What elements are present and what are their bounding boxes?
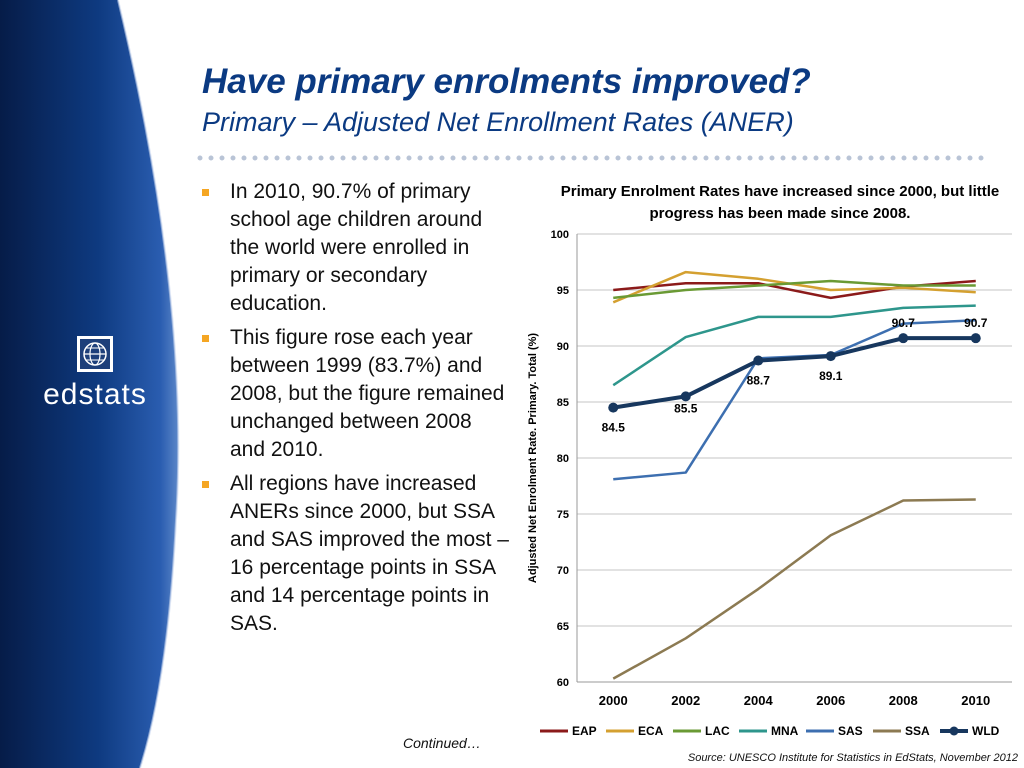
bullet-list: In 2010, 90.7% of primary school age chi… [200,178,512,644]
globe-icon [77,336,113,372]
x-tick-label: 2000 [599,693,628,708]
data-label: 84.5 [602,421,626,435]
y-tick-label: 100 [551,229,569,241]
x-tick-label: 2006 [816,693,845,708]
bullet-item: This figure rose each year between 1999 … [200,324,512,464]
bullet-text: This figure rose each year between 1999 … [230,326,505,461]
data-point [898,333,909,344]
legend-label: ECA [638,724,664,738]
legend-marker [949,726,959,736]
bullet-marker [202,335,209,342]
y-tick-label: 95 [557,285,569,297]
y-tick-label: 90 [557,341,569,353]
bullet-text: All regions have increased ANERs since 2… [230,472,509,635]
sidebar-background [0,0,180,768]
y-tick-label: 85 [557,397,569,409]
chart-title: Primary Enrolment Rates have increased s… [560,183,1000,222]
data-point [970,333,981,344]
legend-label: MNA [771,724,799,738]
data-label: 90.7 [892,316,916,330]
data-point [608,402,619,413]
slide-title: Have primary enrolments improved? [202,62,811,101]
data-label: 89.1 [819,369,843,383]
x-tick-label: 2010 [961,693,990,708]
y-tick-label: 75 [557,509,569,521]
continued-note: Continued… [403,735,481,751]
bullet-item: In 2010, 90.7% of primary school age chi… [200,178,512,318]
legend-label: SAS [838,724,863,738]
y-tick-label: 65 [557,621,569,633]
x-tick-label: 2004 [744,693,774,708]
y-tick-label: 60 [557,677,569,689]
y-tick-label: 70 [557,565,569,577]
bullet-text: In 2010, 90.7% of primary school age chi… [230,180,483,315]
series-line-ssa [612,498,976,680]
brand-name: edstats [43,378,147,411]
slide-subtitle: Primary – Adjusted Net Enrollment Rates … [202,107,794,137]
bullet-item: All regions have increased ANERs since 2… [200,470,512,638]
line-chart: 60 65 70 75 80 85 90 95 100 2000 2002 2004 2006 2008 2… [527,229,1012,738]
x-tick-label: 2008 [889,693,918,708]
dotted-divider [197,155,987,161]
data-label: 88.7 [747,374,771,388]
source-note: Source: UNESCO Institute for Statistics … [687,752,1018,764]
data-point [753,355,764,366]
edstats-logo: edstats [0,336,190,412]
y-axis-label: Adjusted Net Enrolment Rate. Primary. To… [527,333,539,584]
data-label: 85.5 [674,401,698,415]
series-line-mna [612,304,976,387]
bullet-marker [202,481,209,488]
legend-label: SSA [905,724,930,738]
legend-label: WLD [972,724,1000,738]
series-line-lac [613,279,976,300]
data-point [825,351,836,362]
legend-label: LAC [705,724,730,738]
data-point [680,391,691,402]
series-line-eca [612,270,976,304]
x-tick-label: 2002 [671,693,700,708]
data-label: 90.7 [964,316,988,330]
bullet-marker [202,189,209,196]
y-tick-label: 80 [557,453,569,465]
series-line-wld [612,336,976,410]
legend-label: EAP [572,724,597,738]
